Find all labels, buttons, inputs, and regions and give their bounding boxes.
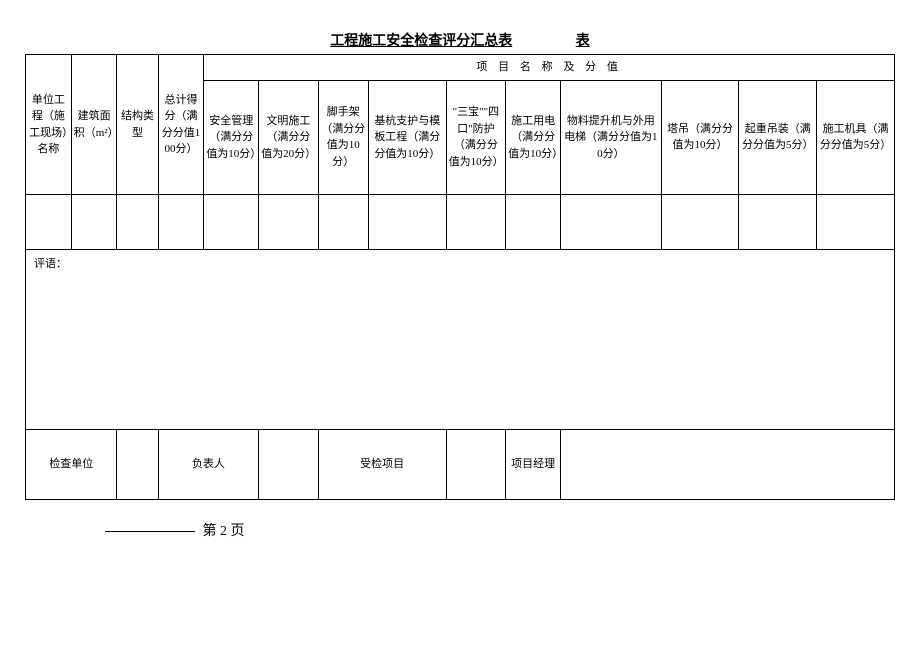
title-suffix: 表 xyxy=(576,30,590,50)
header-machinery: 施工机具（满分分值为5分） xyxy=(817,80,895,195)
cell xyxy=(561,195,662,250)
header-protection: "三宝""四口"防护（满分分值为10分） xyxy=(446,80,505,195)
footer-pm-label: 项目经理 xyxy=(506,430,561,500)
header-group: 项 目 名 称 及 分 值 xyxy=(204,55,895,81)
cell xyxy=(71,195,117,250)
footer-pm-value xyxy=(561,430,895,500)
title-main: 工程施工安全检查评分汇总表 xyxy=(330,30,512,50)
footer-check-unit-value xyxy=(117,430,158,500)
summary-table: 单位工程（施工现场）名称 建筑面积（m²） 结构类型 总计得分（满分分值100分… xyxy=(25,54,895,500)
page-number: 第 2 页 xyxy=(25,520,895,540)
comment-row: 评语： xyxy=(26,250,895,430)
footer-check-unit-label: 检查单位 xyxy=(26,430,117,500)
document-title: 工程施工安全检查评分汇总表 表 xyxy=(25,30,895,50)
footer-responsible-value xyxy=(259,430,318,500)
cell xyxy=(204,195,259,250)
cell xyxy=(318,195,368,250)
page-text: 第 2 页 xyxy=(203,524,245,539)
cell xyxy=(506,195,561,250)
footer-row: 检查单位 负表人 受检项目 项目经理 xyxy=(26,430,895,500)
header-structure-type: 结构类型 xyxy=(117,55,158,195)
header-lifting: 起重吊装（满分分值为5分） xyxy=(739,80,817,195)
cell xyxy=(26,195,72,250)
header-scaffold: 脚手架（满分分值为10分） xyxy=(318,80,368,195)
header-electricity: 施工用电（满分分值为10分） xyxy=(506,80,561,195)
header-hoist: 物料提升机与外用电梯（满分分值为10分） xyxy=(561,80,662,195)
cell xyxy=(259,195,318,250)
header-tower-crane: 塔吊（满分分值为10分） xyxy=(661,80,739,195)
cell xyxy=(117,195,158,250)
header-total-score: 总计得分（满分分值100分） xyxy=(158,55,204,195)
cell xyxy=(817,195,895,250)
table-row xyxy=(26,195,895,250)
header-civilized: 文明施工（满分分值为20分） xyxy=(259,80,318,195)
comment-cell: 评语： xyxy=(26,250,895,430)
cell xyxy=(368,195,446,250)
page-line xyxy=(105,531,195,532)
cell xyxy=(661,195,739,250)
cell xyxy=(158,195,204,250)
header-area: 建筑面积（m²） xyxy=(71,55,117,195)
cell xyxy=(446,195,505,250)
header-safety-mgmt: 安全管理（满分分值为10分） xyxy=(204,80,259,195)
header-foundation: 基杭支护与模板工程（满分分值为10分） xyxy=(368,80,446,195)
cell xyxy=(739,195,817,250)
footer-inspected-label: 受检项目 xyxy=(318,430,446,500)
header-project-name: 单位工程（施工现场）名称 xyxy=(26,55,72,195)
footer-responsible-label: 负表人 xyxy=(158,430,259,500)
footer-inspected-value xyxy=(446,430,505,500)
